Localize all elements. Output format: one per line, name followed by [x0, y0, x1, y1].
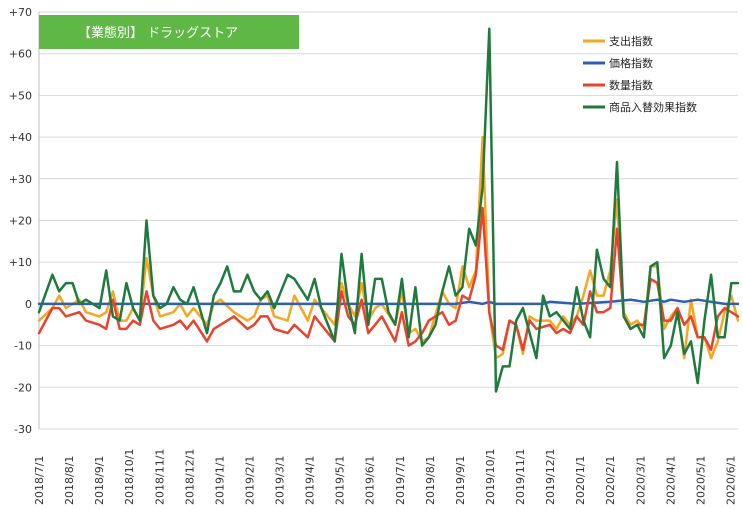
y-tick-label: -30: [14, 423, 32, 436]
x-tick-label: 2018/8/1: [63, 456, 76, 505]
x-tick-label: 2019/2/1: [243, 456, 256, 505]
x-tick-label: 2019/10/1: [484, 449, 497, 505]
y-tick-label: +30: [9, 173, 32, 186]
x-tick-label: 2019/5/1: [334, 456, 347, 505]
legend-label: 価格指数: [609, 56, 653, 70]
x-tick-label: 2018/11/1: [153, 449, 166, 505]
x-tick-label: 2020/3/1: [634, 456, 647, 505]
series-line-1: [37, 298, 740, 306]
grid-lines: [39, 11, 738, 430]
series-lines: [37, 27, 740, 393]
y-tick-label: +50: [9, 89, 32, 102]
x-tick-label: 2019/11/1: [514, 449, 527, 505]
x-tick-label: 2019/1/1: [213, 456, 226, 505]
y-tick-label: +20: [9, 215, 32, 228]
legend-label: 商品入替効果指数: [609, 100, 697, 114]
x-tick-label: 2019/4/1: [304, 456, 317, 505]
chart-title: 【業態別】 ドラッグストア: [78, 25, 238, 41]
y-tick-label: +40: [9, 131, 32, 144]
x-tick-label: 2018/7/1: [33, 456, 46, 505]
x-tick-label: 2019/9/1: [454, 456, 467, 505]
axes: +70 +60 +50 +40 +30 +20 +10 0 -10 -20 -30 2018/7/1 2…: [9, 6, 738, 505]
y-tick-label: 0: [25, 298, 32, 311]
series-line-3: [37, 27, 740, 393]
chart-title-box: 【業態別】 ドラッグストア: [39, 15, 299, 49]
x-tick-label: 2020/1/1: [574, 456, 587, 505]
x-tick-label: 2020/4/1: [664, 456, 677, 505]
x-tick-label: 2020/6/1: [724, 456, 737, 505]
series-line-0: [37, 135, 740, 360]
y-tick-label: +70: [9, 6, 32, 19]
chart-title-background: [39, 15, 299, 49]
y-tick-label: +60: [9, 48, 32, 61]
legend-label: 数量指数: [609, 78, 653, 92]
y-tick-label: +10: [9, 256, 32, 269]
x-tick-label: 2020/5/1: [694, 456, 707, 505]
x-tick-label: 2018/10/1: [123, 449, 136, 505]
x-tick-label: 2019/6/1: [364, 456, 377, 505]
x-tick-label: 2018/9/1: [93, 456, 106, 505]
y-tick-label: -20: [14, 381, 32, 394]
x-tick-label: 2018/12/1: [183, 449, 196, 505]
legend-label: 支出指数: [609, 34, 653, 48]
x-tick-label: 2019/3/1: [274, 456, 287, 505]
y-tick-label: -10: [14, 340, 32, 353]
x-tick-label: 2019/12/1: [544, 449, 557, 505]
x-tick-label: 2019/8/1: [424, 456, 437, 505]
x-tick-label: 2019/7/1: [394, 456, 407, 505]
x-tick-label: 2020/2/1: [604, 456, 617, 505]
